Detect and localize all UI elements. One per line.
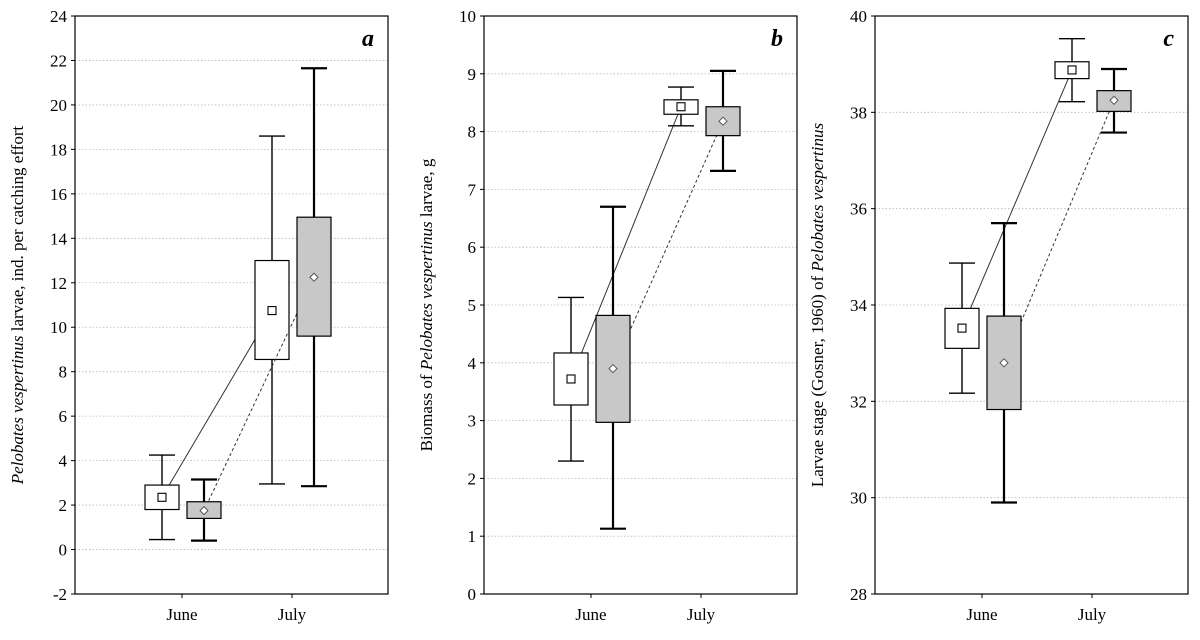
box-june (144, 484, 180, 511)
panel-letter: a (362, 26, 374, 52)
y-tick-label: 18 (50, 140, 67, 159)
mean-connector-line (961, 69, 1073, 329)
mean-marker-diamond (608, 363, 618, 374)
y-tick-label: 7 (468, 180, 477, 199)
mean-marker-square (267, 306, 277, 316)
y-tick-label: 1 (468, 527, 477, 546)
y-tick-label: 40 (850, 7, 867, 26)
y-axis-label: Pelobates vespertinus larvae, ind. per c… (8, 126, 27, 486)
panel-letter: c (1163, 26, 1174, 52)
y-tick-label: 30 (850, 489, 867, 508)
mean-marker-square (957, 323, 967, 333)
mean-marker-square (1067, 65, 1077, 75)
series-white (553, 86, 699, 462)
x-tick-label: June (966, 605, 997, 624)
panel-letter: b (771, 26, 783, 52)
y-tick-label: -2 (53, 585, 67, 604)
y-tick-label: 6 (468, 238, 477, 257)
mean-marker-diamond (1109, 95, 1119, 105)
mean-marker-diamond (199, 505, 209, 516)
plot-frame (74, 15, 389, 595)
mean-connector-line (570, 106, 682, 380)
y-tick-label: 8 (59, 363, 68, 382)
y-axis-label: Larvae stage (Gosner, 1960) of Pelobates… (808, 123, 827, 488)
x-tick-label: June (166, 605, 197, 624)
y-tick-label: 20 (50, 96, 67, 115)
y-tick-label: 32 (850, 392, 867, 411)
mean-marker-diamond (999, 358, 1009, 368)
y-tick-label: 14 (50, 229, 68, 248)
x-tick-label: July (1078, 605, 1107, 624)
y-axis-label: Biomass of Pelobates vespertinus larvae,… (417, 158, 436, 451)
y-tick-label: 0 (59, 541, 68, 560)
series-white (144, 135, 290, 541)
y-tick-label: 36 (850, 200, 867, 219)
x-tick-label: June (575, 605, 606, 624)
mean-marker-square (566, 374, 576, 384)
y-tick-label: 3 (468, 412, 477, 431)
y-tick-label: 9 (468, 65, 477, 84)
y-tick-label: 10 (459, 7, 476, 26)
y-tick-label: 8 (468, 123, 477, 142)
panel-c: 28 30 32 34 36 38 40 June July c Larvae stage (Gos… (808, 7, 1189, 624)
x-tick-label: July (278, 605, 307, 624)
y-tick-label: 10 (50, 318, 67, 337)
series-gray (186, 67, 332, 542)
y-tick-label: 5 (468, 296, 477, 315)
y-tick-label: 12 (50, 274, 67, 293)
y-tick-label: 4 (59, 452, 68, 471)
mean-connector-line (203, 276, 315, 511)
mean-connector-line (161, 310, 273, 498)
y-tick-label: 24 (50, 7, 68, 26)
y-tick-label: 6 (59, 407, 68, 426)
y-tick-label: 28 (850, 585, 867, 604)
series-gray (595, 69, 741, 530)
series-white (944, 37, 1090, 394)
mean-marker-diamond (718, 116, 728, 126)
y-tick-label: 0 (468, 585, 477, 604)
y-tick-label: 4 (468, 354, 477, 373)
panel-b: 0 1 2 3 4 5 6 7 8 9 10 June July b Biomass of Pelobate… (417, 7, 798, 624)
mean-connector-line (1003, 100, 1115, 363)
y-tick-label: 2 (59, 496, 68, 515)
mean-marker-diamond (309, 272, 319, 282)
y-tick-label: 22 (50, 51, 67, 70)
series-gray (986, 67, 1132, 504)
x-tick-label: July (687, 605, 716, 624)
mean-marker-square (676, 102, 686, 112)
mean-connector-line (612, 120, 724, 369)
y-tick-label: 38 (850, 103, 867, 122)
y-tick-label: 2 (468, 469, 477, 488)
plot-frame (874, 15, 1189, 595)
plot-frame (483, 15, 798, 595)
y-tick-label: 34 (850, 296, 868, 315)
y-tick-label: 16 (50, 185, 67, 204)
mean-marker-square (157, 492, 167, 502)
